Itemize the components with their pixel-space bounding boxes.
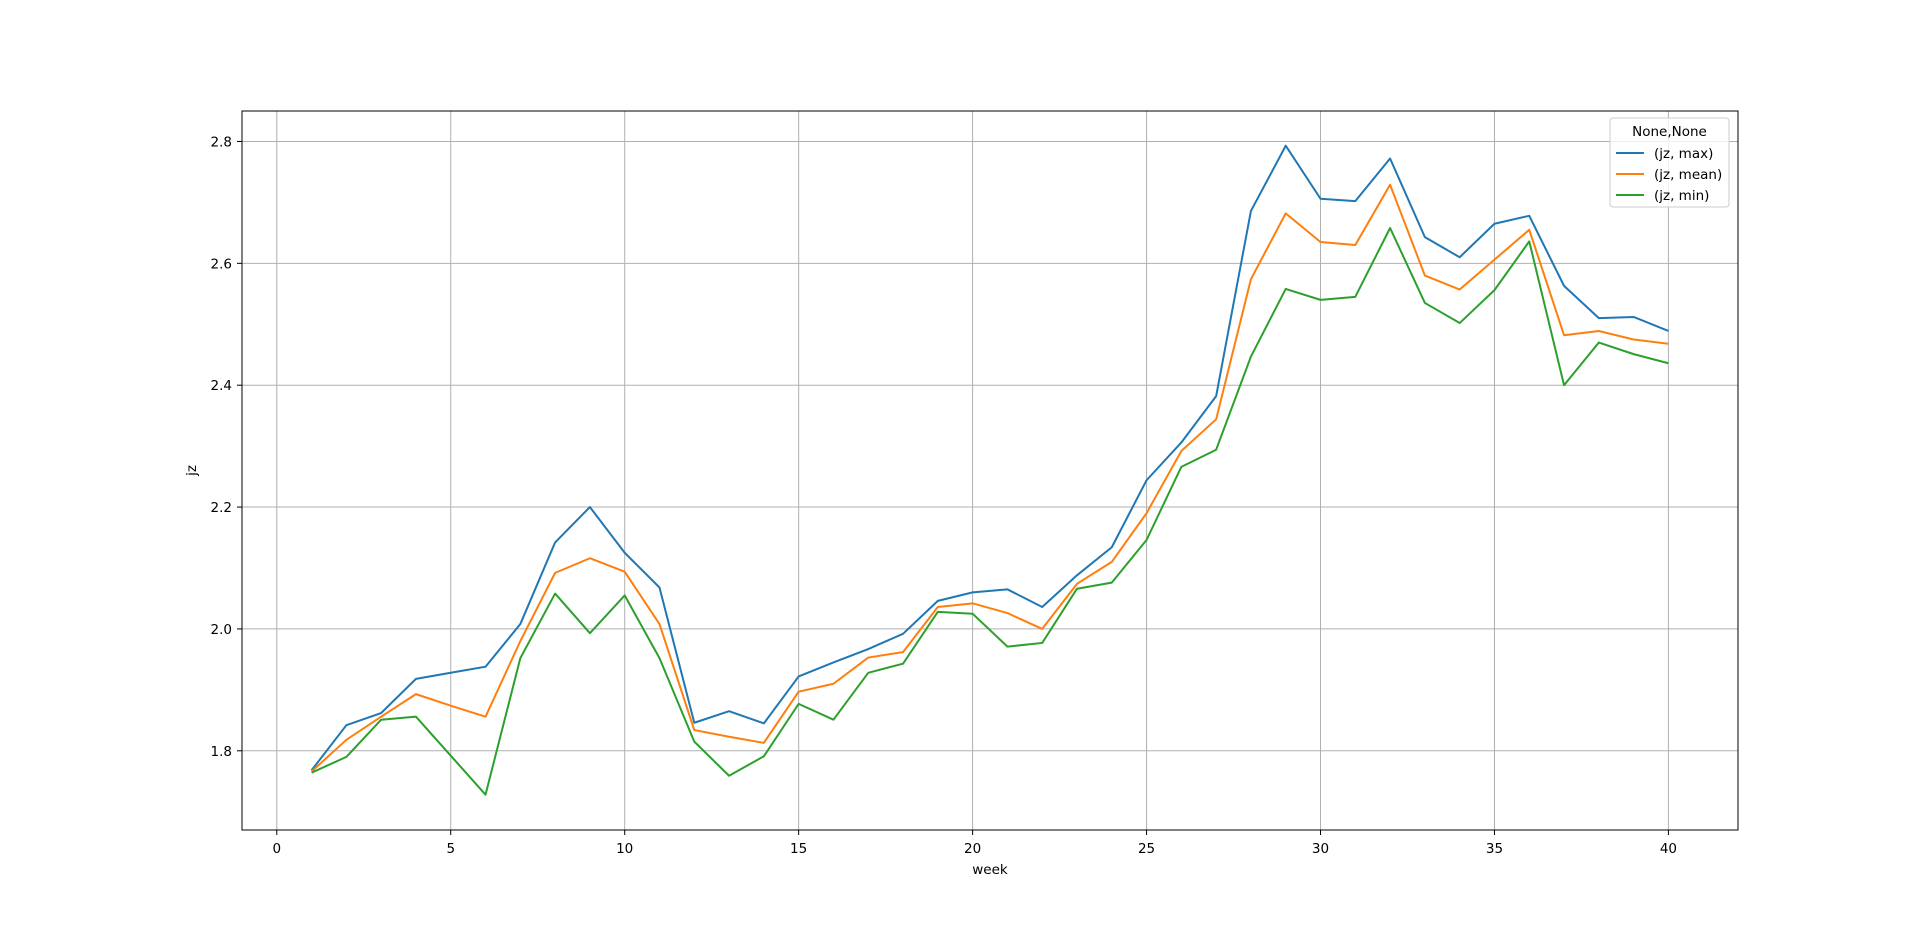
y-tick-label: 2.6 xyxy=(211,256,232,272)
y-axis: 1.8 2.0 2.2 2.4 2.6 2.8 xyxy=(211,134,242,760)
y-tick-label: 2.2 xyxy=(211,500,232,516)
x-tick-label: 35 xyxy=(1486,841,1503,857)
plot-frame xyxy=(241,110,1739,831)
x-tick-label: 15 xyxy=(790,841,807,857)
y-tick-label: 1.8 xyxy=(211,744,232,760)
legend-title: None,None xyxy=(1632,124,1707,140)
legend-box xyxy=(1609,117,1730,208)
x-tick-label: 25 xyxy=(1138,841,1155,857)
legend-label-0: (jz, max) xyxy=(1654,146,1713,162)
y-axis-label: jz xyxy=(184,465,200,477)
y-tick-label: 2.4 xyxy=(211,378,232,394)
legend-entries: (jz, max) (jz, mean) (jz, min) xyxy=(1616,146,1722,204)
x-axis: 0 5 10 15 20 25 30 35 40 xyxy=(272,830,1677,857)
series-layer xyxy=(310,144,1669,796)
x-axis-label: week xyxy=(972,862,1008,878)
legend: None,None (jz, max) (jz, mean) (jz, min) xyxy=(1609,117,1730,208)
x-tick-label: 10 xyxy=(616,841,633,857)
x-tick-label: 5 xyxy=(446,841,455,857)
legend-label-2: (jz, min) xyxy=(1654,188,1709,204)
y-tick-label: 2.8 xyxy=(211,134,232,150)
legend-label-1: (jz, mean) xyxy=(1654,167,1722,183)
x-tick-label: 0 xyxy=(272,841,281,857)
x-tick-label: 30 xyxy=(1312,841,1329,857)
x-tick-label: 20 xyxy=(964,841,981,857)
series-line-0 xyxy=(310,144,1669,771)
series-line-1 xyxy=(310,183,1669,773)
y-tick-label: 2.0 xyxy=(211,622,232,638)
series-line-2 xyxy=(311,226,1669,796)
x-tick-label: 40 xyxy=(1660,841,1677,857)
